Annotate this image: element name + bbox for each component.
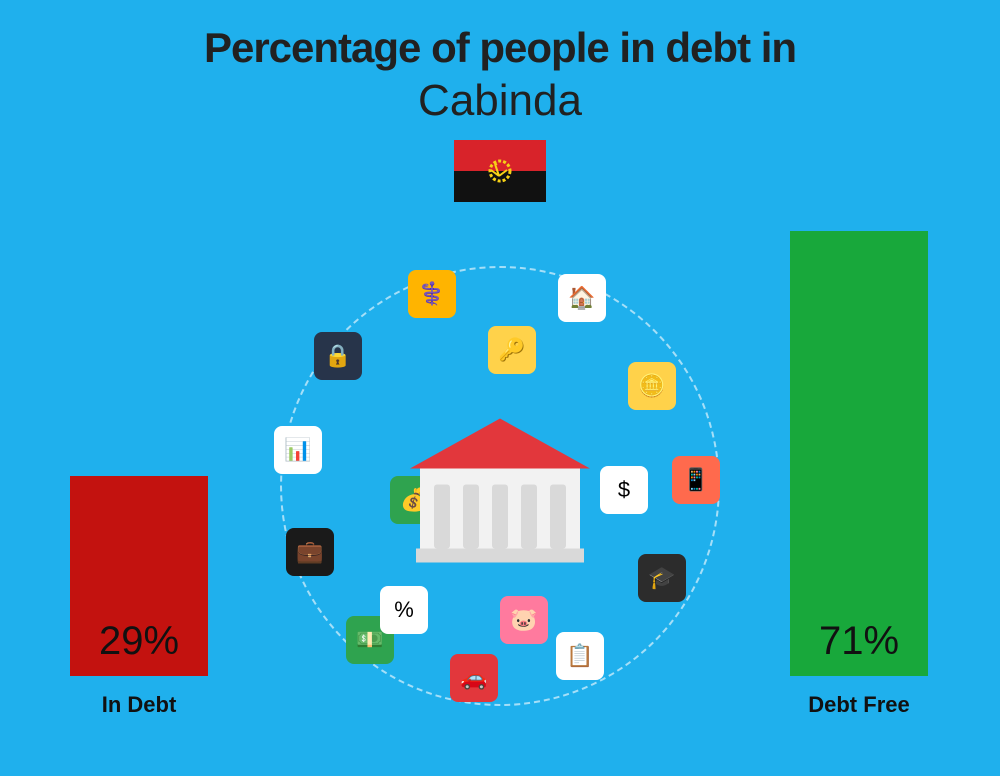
orbit-item-icon: 📱	[672, 456, 720, 504]
bar-in_debt: 29%In Debt	[70, 476, 208, 676]
bar-debt_free: 71%Debt Free	[790, 231, 928, 676]
bar-label: In Debt	[1, 692, 277, 718]
orbit-item-icon: 🪙	[628, 362, 676, 410]
chart-area: 🏠🪙📱🎓📋🚗💵💼📊🔒⚕️🔑💰🐷%$ 29%In Debt71%Debt Free	[0, 216, 1000, 736]
orbit-item-icon: 🏠	[558, 274, 606, 322]
bank-building-icon	[410, 419, 590, 569]
bar-label: Debt Free	[721, 692, 997, 718]
title-block: Percentage of people in debt in Cabinda	[0, 0, 1000, 202]
angola-flag	[454, 140, 546, 202]
orbit-item-icon: 📊	[274, 426, 322, 474]
orbit-item-icon: 🔑	[488, 326, 536, 374]
bar-value: 29%	[70, 619, 208, 664]
orbit-item-icon: 🚗	[450, 654, 498, 702]
flag-emblem-icon	[485, 156, 515, 186]
orbit-item-icon: 🐷	[500, 596, 548, 644]
center-illustration: 🏠🪙📱🎓📋🚗💵💼📊🔒⚕️🔑💰🐷%$	[280, 266, 720, 706]
orbit-item-icon: %	[380, 586, 428, 634]
orbit-item-icon: 🎓	[638, 554, 686, 602]
orbit-item-icon: 🔒	[314, 332, 362, 380]
orbit-item-icon: ⚕️	[408, 270, 456, 318]
orbit-item-icon: $	[600, 466, 648, 514]
title-sub: Cabinda	[0, 76, 1000, 126]
title-main: Percentage of people in debt in	[0, 24, 1000, 72]
orbit-item-icon: 💼	[286, 528, 334, 576]
orbit-item-icon: 📋	[556, 632, 604, 680]
bar-value: 71%	[790, 619, 928, 664]
bar-rect	[790, 231, 928, 676]
flag-stripe-top	[454, 140, 546, 171]
